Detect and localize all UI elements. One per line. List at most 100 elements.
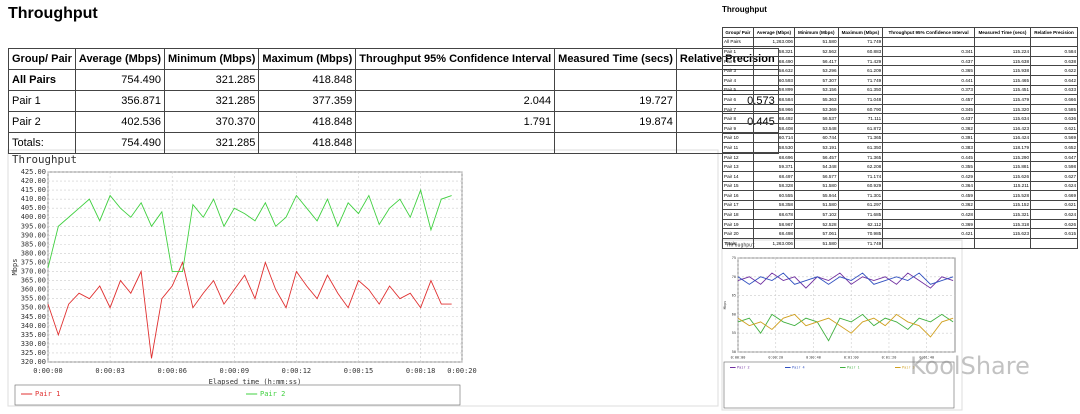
table-cell: Average (Mbps) [752, 27, 795, 38]
table-row: Pair 4 60.593 57.307 71.749 0.441 115.465 0.64… [722, 74, 1078, 86]
legend-label: Pair 3 [902, 366, 915, 370]
table-cell: Group/ Pair [8, 48, 76, 70]
table-cell: Pair 3 [722, 65, 754, 76]
table-cell [973, 36, 1032, 48]
table-cell: Throughput 95% Confidence Interval [882, 27, 975, 38]
table-cell: 58.899 [752, 84, 795, 96]
table-cell: 68.498 [752, 228, 795, 240]
table-cell: 754.490 [74, 69, 166, 91]
table-cell: 61.209 [837, 65, 884, 76]
table-cell: 0.584 [1030, 46, 1078, 57]
y-tick-label: 320.00 [21, 358, 46, 366]
table-row: Pair 1 58.321 52.562 60.883 0.341 115.224 0.58… [722, 46, 1078, 57]
table-cell: Pair 2 [722, 55, 754, 67]
table-cell: 52.562 [793, 46, 839, 57]
table-cell: 61.872 [837, 122, 884, 134]
table-cell: 68.584 [752, 94, 795, 105]
table-cell: 0.429 [882, 170, 975, 182]
x-tick-label: 0:00:20 [447, 367, 477, 375]
table-cell: 51.580 [793, 180, 839, 192]
table-cell: 53.156 [793, 84, 839, 96]
table-cell: 1.791 [355, 111, 556, 133]
table-cell: 71.685 [837, 209, 884, 220]
table-cell: 71.749 [837, 238, 884, 249]
table-cell: 60.929 [837, 180, 884, 192]
x-tick-label: 0:01:40 [919, 356, 934, 360]
y-axis-label: Mbps [11, 259, 19, 276]
table-row: Pair 19 58.967 52.528 62.112 0.369 115.318 0.6… [722, 218, 1078, 230]
table-cell: 55.944 [793, 190, 839, 201]
table-cell: 0.627 [1030, 170, 1078, 182]
table-cell: 61.350 [837, 84, 884, 96]
table-cell: 71.111 [837, 113, 884, 124]
table-cell: 71.749 [837, 74, 884, 86]
table-cell: 115.623 [973, 228, 1032, 240]
table-cell: 115.626 [973, 170, 1032, 182]
table-cell: 71.429 [837, 55, 884, 67]
table-row: Pair 2 402.536 370.370 418.848 1.791 19.874 0.… [8, 111, 779, 133]
table-cell: 58.632 [752, 65, 795, 76]
series-line [47, 188, 452, 272]
table-cell: 0.569 [1030, 132, 1078, 144]
table-cell: 0.373 [882, 84, 975, 96]
table-cell: 71.365 [837, 151, 884, 163]
table-cell: 418.848 [258, 132, 357, 154]
y-tick-label: 335.00 [21, 331, 46, 339]
y-tick-label: 370.00 [21, 268, 46, 276]
table-cell: Pair 2 [8, 111, 76, 133]
table-cell: Minimum (Mbps) [793, 27, 839, 38]
table-cell: 60.744 [793, 132, 839, 144]
x-tick-label: 0:00:06 [157, 367, 187, 375]
table-cell: 0.615 [1030, 228, 1078, 240]
table-cell: 2.044 [355, 90, 556, 112]
table-cell: Pair 19 [722, 218, 754, 230]
y-tick-label: 395.00 [21, 222, 46, 230]
table-cell: 52.528 [793, 218, 839, 230]
table-cell: 0.633 [1030, 84, 1078, 96]
table-cell: 58.530 [752, 142, 795, 153]
table-cell: 0.621 [1030, 122, 1078, 134]
table-cell: 55.363 [793, 94, 839, 105]
table-cell: 115.224 [973, 46, 1032, 57]
table-cell: 56.457 [793, 151, 839, 163]
table-cell: Pair 1 [722, 46, 754, 57]
table-row: All Pairs 1,263.006 51.580 71.749 [722, 36, 1078, 48]
table-cell: 68.490 [752, 55, 795, 67]
series-line [47, 261, 452, 359]
left-table: Group/ Pair Average (Mbps) Minimum (Mbps) M… [8, 48, 779, 154]
table-cell [355, 69, 556, 91]
table-cell: 71.048 [837, 94, 884, 105]
table-row: Pair 14 68.497 56.577 71.174 0.429 115.626 0.6… [722, 170, 1078, 182]
table-cell: 0.369 [882, 218, 975, 230]
table-cell: 321.285 [164, 69, 260, 91]
table-cell: Pair 14 [722, 170, 754, 182]
table-cell: 61.297 [837, 199, 884, 211]
y-tick-label: 425.00 [21, 168, 46, 176]
table-row: Pair 1 356.871 321.285 377.359 2.044 19.727 0.… [8, 90, 779, 112]
table-cell: 0.421 [882, 228, 975, 240]
y-tick-label: 60 [732, 312, 736, 316]
table-cell: 62.112 [837, 218, 884, 230]
table-cell: Pair 15 [722, 180, 754, 192]
table-cell: 71.301 [837, 190, 884, 201]
table-cell: 60.790 [837, 103, 884, 115]
table-cell: 0.624 [1030, 209, 1078, 220]
table-cell: 0.669 [1030, 190, 1078, 201]
x-tick-label: 0:00:03 [95, 367, 125, 375]
table-cell [355, 132, 556, 154]
table-cell: 0.598 [1030, 161, 1078, 172]
table-cell [882, 238, 975, 249]
table-cell: Pair 17 [722, 199, 754, 211]
table-row: Pair 12 68.696 56.457 71.365 0.445 115.290 0.6… [722, 151, 1078, 163]
table-cell: 53.369 [793, 103, 839, 115]
table-cell: All Pairs [722, 36, 754, 48]
table-cell: 115.320 [973, 103, 1032, 115]
table-cell: 51.580 [793, 199, 839, 211]
y-tick-label: 380.00 [21, 249, 46, 257]
x-tick-label: 0:01:20 [882, 356, 897, 360]
table-cell: 0.391 [882, 132, 975, 144]
table-row: Pair 10 60.714 60.744 71.365 0.391 116.424 0.5… [722, 132, 1078, 144]
y-tick-label: 405.00 [21, 204, 46, 212]
series-line [737, 313, 954, 338]
